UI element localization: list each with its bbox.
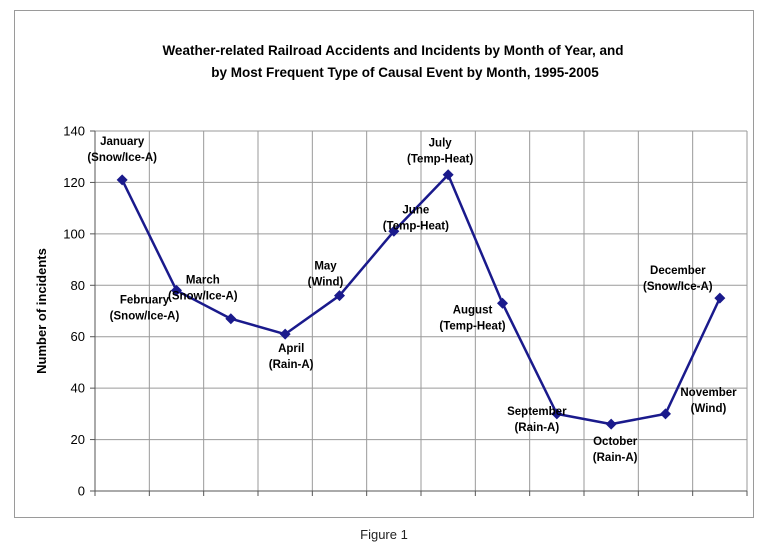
data-point-marker [279, 328, 291, 340]
y-tick-label: 40 [71, 381, 85, 396]
point-label-month: August [453, 304, 493, 316]
y-tick-label: 140 [63, 124, 85, 139]
point-label-month: September [507, 406, 567, 418]
data-point-marker [714, 292, 726, 304]
data-point-marker [660, 408, 671, 420]
point-label-month: May [314, 261, 337, 273]
point-labels: January(Snow/Ice-A)February(Snow/Ice-A)M… [87, 136, 737, 464]
data-point-marker [497, 297, 508, 309]
point-label-cause: (Snow/Ice-A) [87, 152, 157, 164]
figure-caption: Figure 1 [360, 527, 408, 542]
data-point-marker [225, 313, 237, 325]
data-point-marker [334, 290, 345, 302]
data-point-marker [171, 284, 182, 296]
y-tick-label: 60 [71, 329, 85, 344]
point-label-cause: (Wind) [691, 403, 727, 415]
point-label-month: July [429, 138, 453, 150]
point-label-cause: (Wind) [308, 277, 344, 289]
point-label-cause: (Snow/Ice-A) [168, 291, 238, 303]
y-tick-label: 100 [63, 226, 85, 241]
point-label-month: October [593, 436, 638, 448]
line-chart: Weather-related Railroad Accidents and I… [34, 43, 748, 499]
point-label-month: April [278, 343, 304, 355]
y-tick-labels: 0 20 40 60 80 100 120 140 [63, 124, 85, 499]
series-polyline [121, 173, 721, 426]
point-label-month: June [402, 204, 429, 216]
point-label-month: March [186, 275, 220, 287]
point-label-month: November [680, 387, 737, 399]
y-tick-label: 0 [78, 484, 85, 499]
y-tick-label: 20 [71, 432, 85, 447]
chart-title-line-2: by Most Frequent Type of Causal Event by… [211, 65, 599, 80]
point-label-month: February [120, 294, 170, 306]
point-label-cause: (Rain-A) [514, 422, 559, 434]
point-label-month: January [100, 136, 145, 148]
y-axis-title: Number of incidents [34, 248, 49, 374]
point-label-cause: (Temp-Heat) [407, 154, 473, 166]
point-label-cause: (Rain-A) [593, 452, 638, 464]
point-label-month: December [650, 265, 706, 277]
data-point-marker [388, 225, 400, 237]
data-point-marker [551, 408, 563, 420]
point-label-cause: (Rain-A) [269, 359, 314, 371]
y-tick-label: 80 [71, 278, 85, 293]
chart-title-line-1: Weather-related Railroad Accidents and I… [162, 43, 623, 58]
series-line [116, 169, 726, 430]
data-point-marker [605, 418, 617, 430]
point-label-cause: (Snow/Ice-A) [110, 310, 180, 322]
chart-frame: Weather-related Railroad Accidents and I… [14, 10, 754, 518]
data-point-marker [442, 169, 454, 181]
axes [90, 130, 748, 496]
point-label-cause: (Temp-Heat) [383, 220, 449, 232]
gridlines [95, 130, 748, 491]
point-label-cause: (Snow/Ice-A) [643, 281, 713, 293]
data-point-marker [116, 174, 128, 186]
y-tick-label: 120 [63, 175, 85, 190]
point-label-cause: (Temp-Heat) [439, 320, 505, 332]
